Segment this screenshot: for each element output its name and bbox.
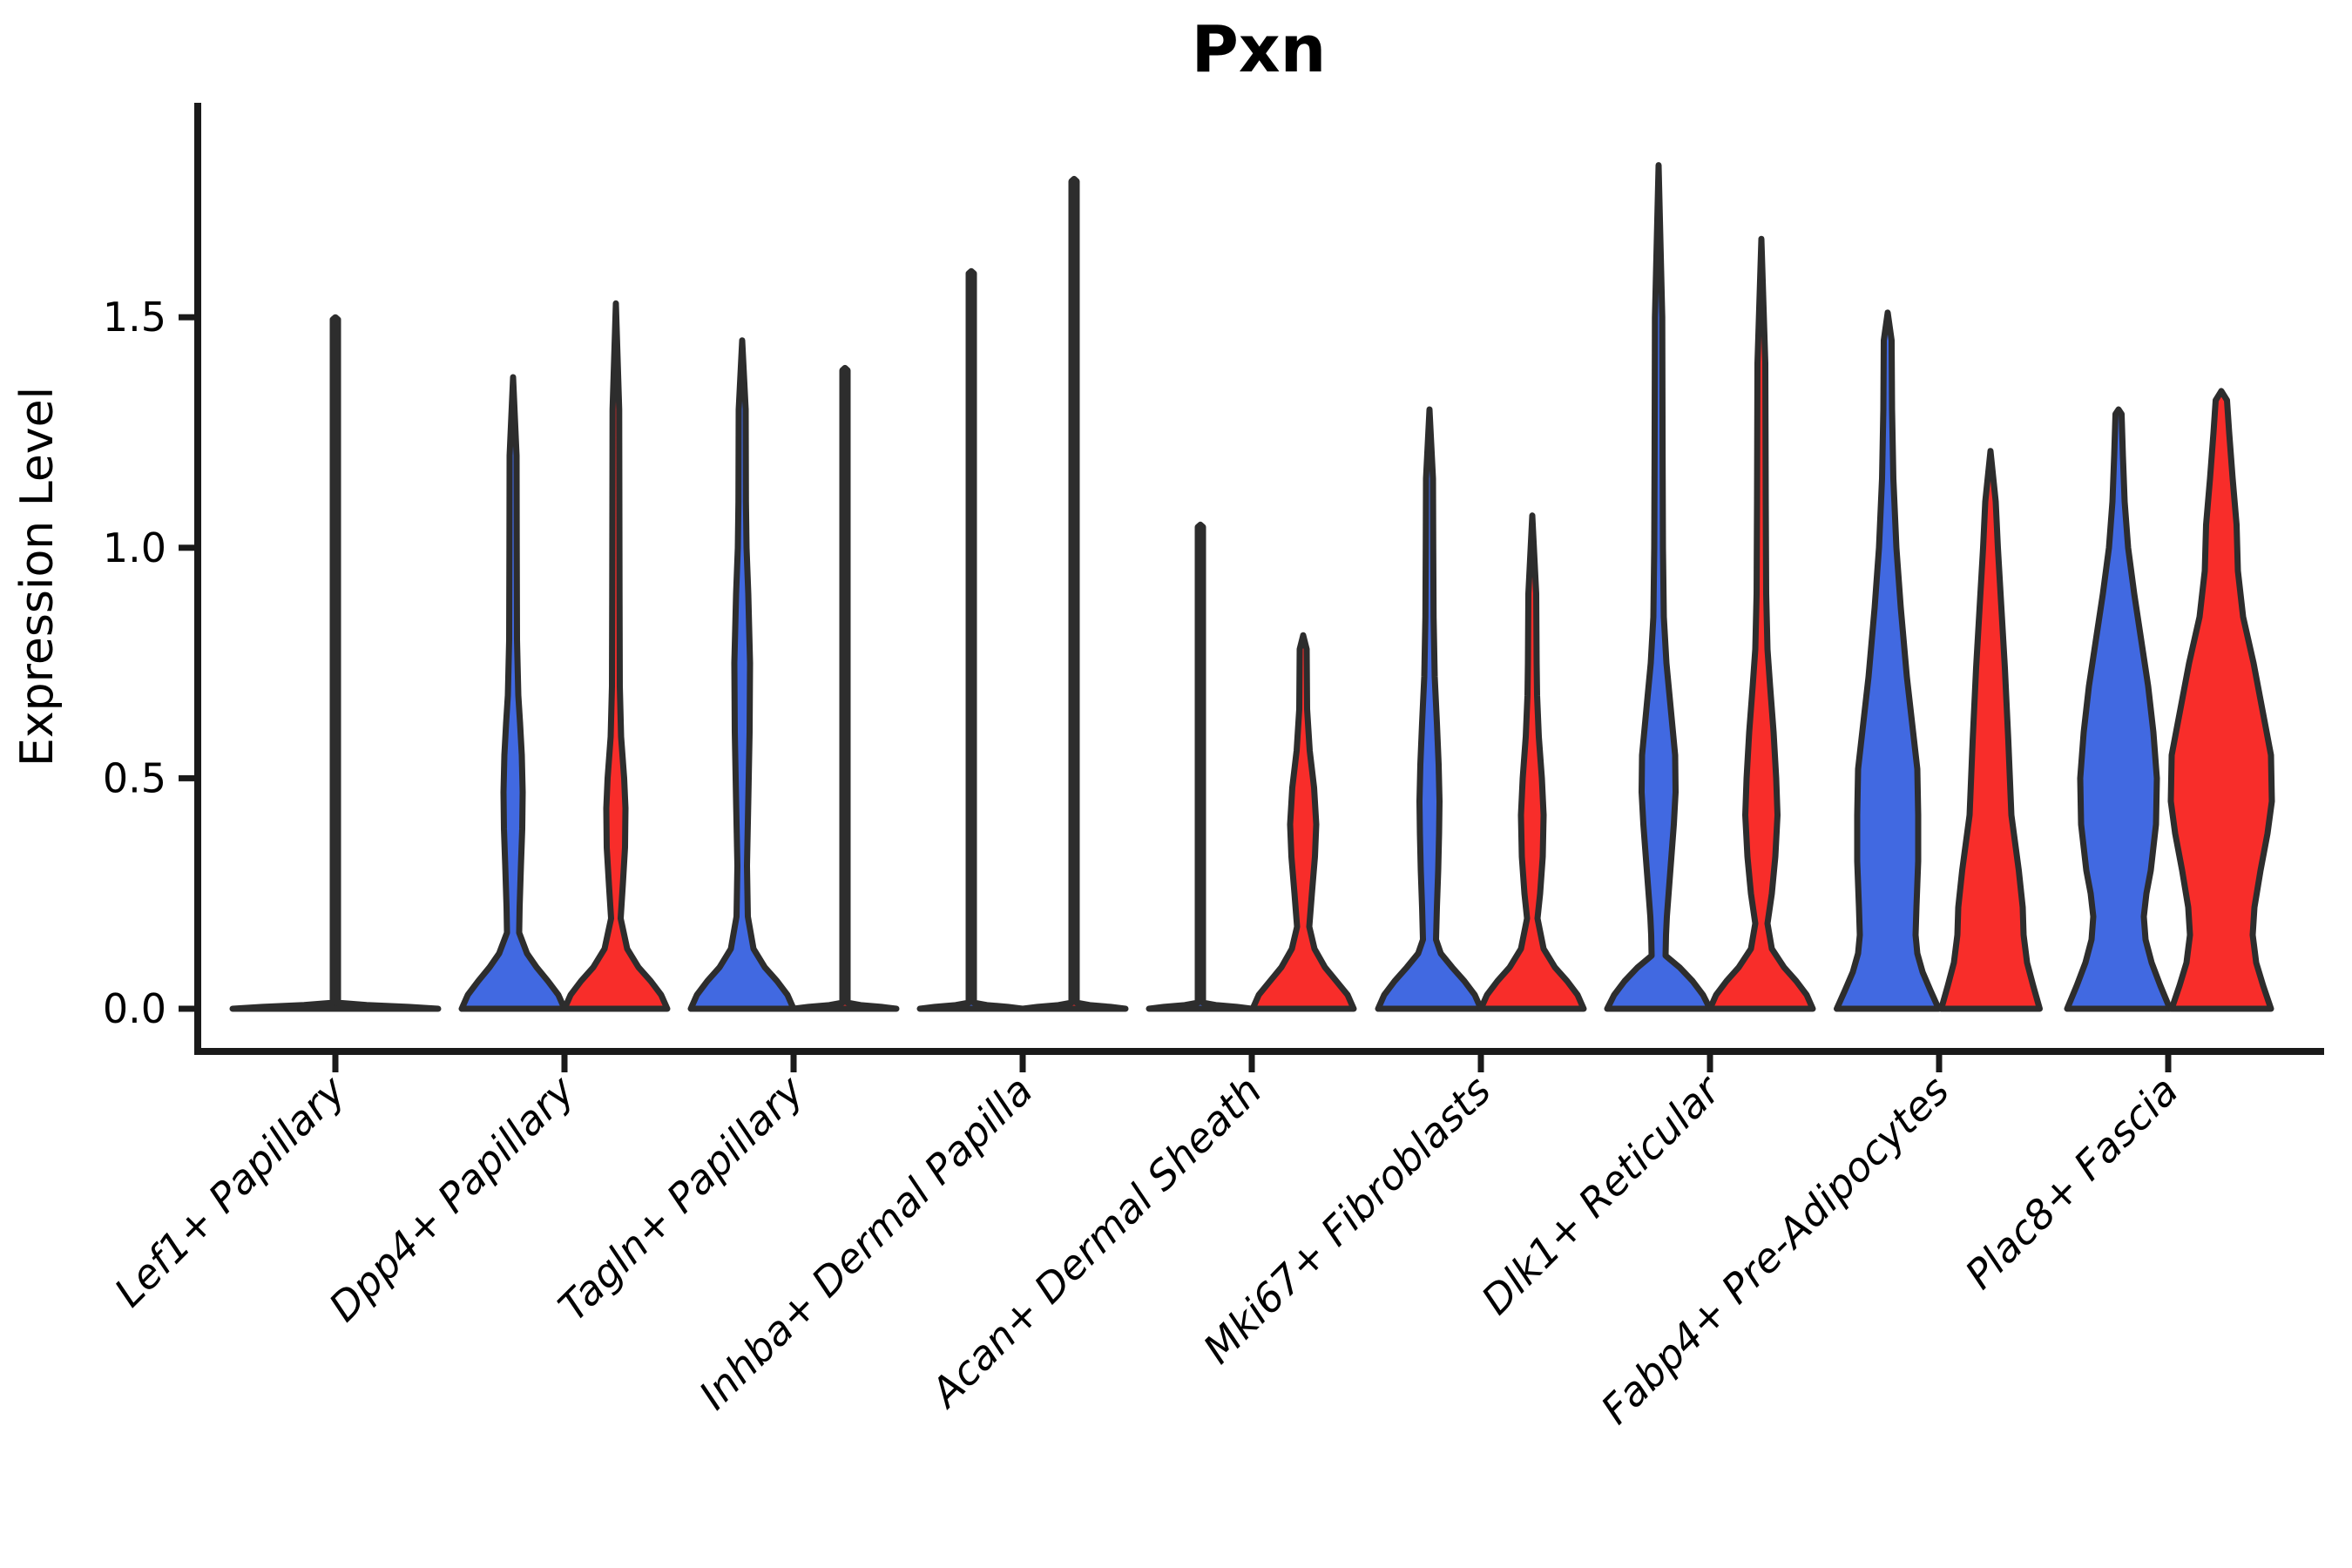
violin-9-red xyxy=(2167,388,2275,1012)
x-tick-label-7: Dlk1+ Reticular xyxy=(1472,1064,1731,1323)
y-tick-mark-0.5 xyxy=(179,774,198,781)
x-tick-label-3: Tagln+ Papillary xyxy=(549,1066,813,1330)
violin-1-single xyxy=(229,314,442,1012)
x-tick-mark-3 xyxy=(790,1055,797,1072)
x-tick-label-1: Lef1+ Papillary xyxy=(105,1066,355,1315)
violin-8-blue xyxy=(1834,309,1942,1012)
x-tick-mark-9 xyxy=(2165,1055,2172,1072)
y-tick-mark-1.5 xyxy=(179,314,198,321)
x-tick-mark-7 xyxy=(1707,1055,1713,1072)
violin-2-red xyxy=(561,300,671,1012)
y-axis-label: Expression Level xyxy=(11,387,64,767)
x-axis-spine xyxy=(194,1048,2324,1055)
x-tick-mark-4 xyxy=(1019,1055,1026,1072)
x-tick-mark-5 xyxy=(1248,1055,1255,1072)
chart-title: Pxn xyxy=(1192,12,1327,87)
violin-2-blue xyxy=(458,374,568,1012)
y-tick-mark-0.0 xyxy=(179,1005,198,1012)
y-tick-mark-1.0 xyxy=(179,544,198,551)
violin-3-blue xyxy=(687,337,797,1012)
y-tick-label-0.0: 0.0 xyxy=(103,985,166,1032)
violins-layer xyxy=(229,162,2275,1012)
y-tick-label-1.0: 1.0 xyxy=(103,524,166,571)
x-tick-mark-6 xyxy=(1477,1055,1484,1072)
violin-9-blue xyxy=(2064,406,2173,1012)
x-tick-label-9: Plac8+ Fascia xyxy=(1956,1067,2186,1298)
violin-6-blue xyxy=(1375,406,1484,1012)
violin-5-red xyxy=(1249,632,1357,1012)
x-tick-mark-2 xyxy=(561,1055,568,1072)
x-tick-label-2: Dpp4+ Papillary xyxy=(320,1066,584,1330)
y-tick-label-1.5: 1.5 xyxy=(103,294,166,341)
violin-4-red xyxy=(1019,175,1129,1012)
axes-layer xyxy=(179,103,2324,1072)
violin-7-blue xyxy=(1604,162,1713,1012)
violin-3-red xyxy=(790,364,900,1012)
violin-5-blue xyxy=(1146,521,1255,1012)
y-tick-label-0.5: 0.5 xyxy=(103,754,166,801)
x-tick-mark-1 xyxy=(332,1055,339,1072)
violin-6-red xyxy=(1477,512,1587,1012)
violin-4-blue xyxy=(916,267,1026,1012)
violin-8-red xyxy=(1938,448,2043,1012)
y-axis-spine xyxy=(194,103,201,1055)
violin-7-red xyxy=(1707,235,1816,1012)
x-tick-mark-8 xyxy=(1936,1055,1943,1072)
